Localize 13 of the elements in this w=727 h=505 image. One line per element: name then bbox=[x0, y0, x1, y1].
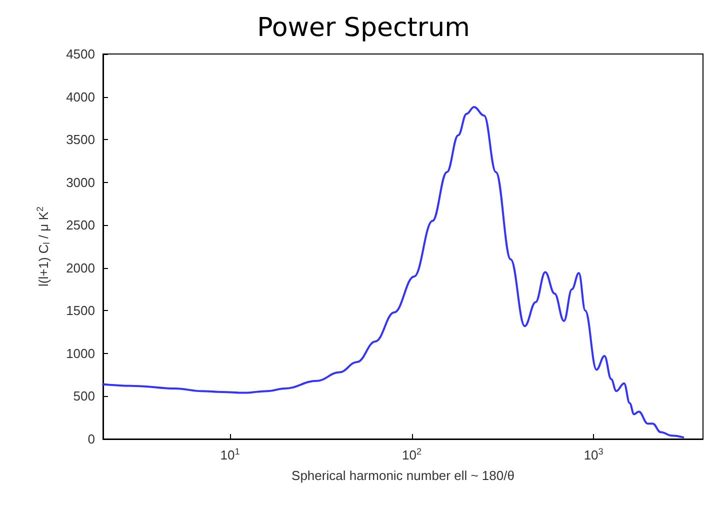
y-tick-label: 500 bbox=[73, 388, 95, 404]
y-tick-label: 2500 bbox=[66, 218, 95, 233]
y-tick-label: 4000 bbox=[66, 89, 95, 104]
y-tick-label: 4500 bbox=[66, 46, 95, 62]
y-tick-label: 3500 bbox=[66, 132, 95, 148]
chart-title: Power Spectrum bbox=[257, 13, 470, 43]
x-axis-title: Spherical harmonic number ell ~ 180/θ bbox=[292, 468, 514, 483]
y-tick-label: 0 bbox=[88, 432, 95, 446]
y-tick-label: 1000 bbox=[66, 346, 95, 361]
y-axis-title: l(l+1) Cl / μ K2 bbox=[35, 206, 52, 286]
y-tick-label: 2000 bbox=[66, 260, 95, 276]
y-tick-label: 3000 bbox=[66, 174, 95, 190]
y-tick-label: 1500 bbox=[66, 303, 95, 318]
